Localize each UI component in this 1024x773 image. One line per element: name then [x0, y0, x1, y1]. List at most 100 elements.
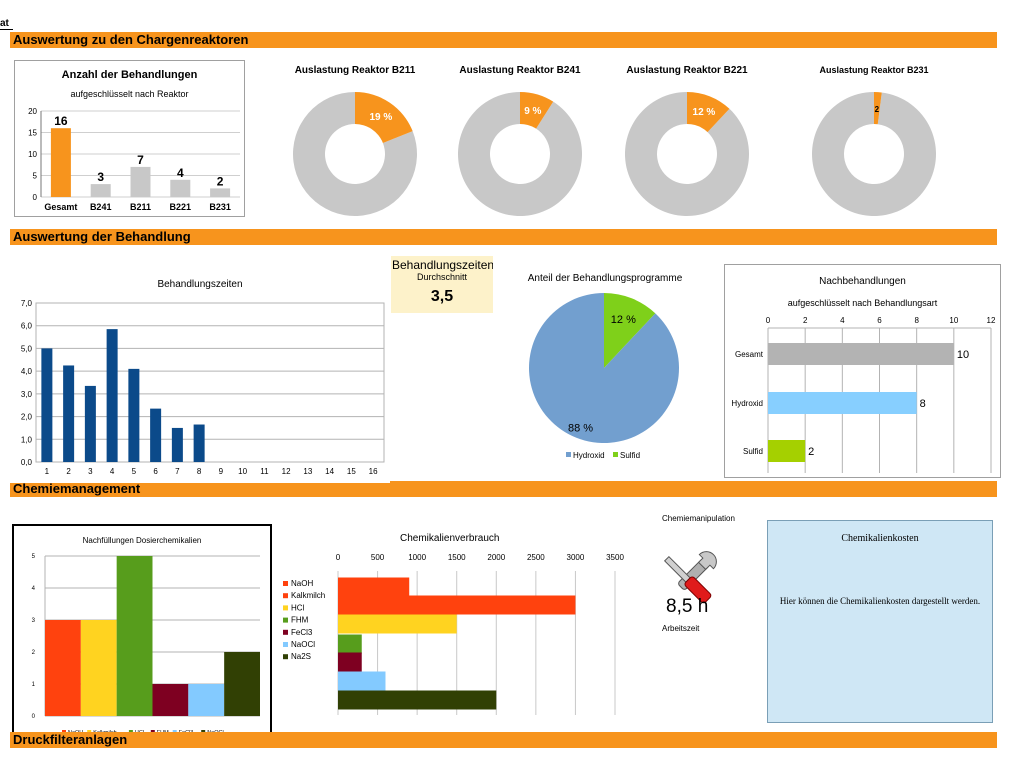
- bar: [152, 684, 189, 716]
- pie-slice: [604, 293, 656, 368]
- x-tick-label: 9: [219, 467, 224, 476]
- y-tick-label: 1: [32, 682, 36, 688]
- donut-title: Auslastung Reaktor B211: [295, 65, 416, 76]
- chart-subtitle: aufgeschlüsselt nach Reaktor: [70, 89, 189, 99]
- x-tick-label: 16: [369, 467, 378, 476]
- bar: [193, 424, 205, 462]
- bar: [338, 671, 386, 691]
- x-tick-label: B231: [209, 202, 231, 212]
- manipulation-value: 8,5 h: [666, 596, 709, 617]
- y-tick-label: 0: [32, 714, 36, 720]
- data-label: 8: [920, 398, 926, 410]
- tools-icon: [663, 551, 717, 604]
- bar: [338, 690, 497, 710]
- donut-rest: [811, 92, 936, 217]
- y-tick-label: 10: [28, 150, 37, 159]
- x-tick-label: 3: [88, 467, 93, 476]
- legend-label: Hydroxid: [573, 451, 605, 460]
- bar: [188, 684, 225, 716]
- legend-swatch: [283, 617, 288, 623]
- x-tick-label: 15: [347, 467, 356, 476]
- legend-swatch: [613, 452, 618, 457]
- y-tick-label: 20: [28, 107, 37, 116]
- chemiemanipulation: Chemiemanipulation 8,5 h Arbeitszeit: [650, 510, 760, 650]
- bar-chart-nachfuellungen: 012345NaOHKalkmilchHClFHMFeCl3NaOCl: [32, 554, 260, 736]
- legend-swatch: [283, 581, 288, 586]
- manipulation-sub: Arbeitszeit: [662, 624, 700, 633]
- x-tick-label: 12: [282, 467, 291, 476]
- pie-label: 88 %: [568, 422, 593, 434]
- bar: [224, 652, 260, 716]
- bar: [768, 343, 954, 365]
- x-tick-label: 0: [766, 316, 771, 325]
- bar: [50, 128, 71, 197]
- x-tick-label: 2000: [487, 553, 505, 562]
- x-tick-label: 13: [303, 467, 312, 476]
- x-tick-label: Gesamt: [44, 202, 77, 212]
- donut-slice: [520, 92, 554, 129]
- chart-nachbehandlungen: Nachbehandlungen aufgeschlüsselt nach Be…: [724, 264, 1001, 478]
- y-tick-label: 5: [33, 172, 38, 181]
- x-tick-label: 500: [371, 553, 385, 562]
- donut-slice: [355, 92, 413, 143]
- kpi-value: 3,5: [430, 288, 454, 305]
- kpi-title: Behandlungszeiten: [392, 258, 493, 272]
- donut-title: Auslastung Reaktor B231: [819, 65, 928, 75]
- y-tick-label: 5: [32, 554, 36, 560]
- bar: [63, 365, 75, 462]
- bar: [128, 368, 140, 462]
- y-tick-label: 6,0: [21, 322, 33, 331]
- chart-anzahl-behandlungen: Anzahl der Behandlungen aufgeschlüsselt …: [14, 60, 245, 217]
- bar: [210, 188, 231, 197]
- bar: [130, 166, 151, 197]
- bar: [116, 556, 153, 716]
- bar: [338, 634, 362, 654]
- kpi-subtitle: Durchschnitt: [416, 272, 468, 282]
- donut-slice: [874, 92, 882, 125]
- bar: [45, 620, 81, 716]
- y-tick-label: 2: [32, 650, 36, 656]
- donut-label: 9 %: [524, 106, 541, 117]
- bar: [106, 329, 118, 462]
- legend-swatch: [283, 605, 288, 611]
- legend-swatch: [566, 452, 571, 457]
- section-header-chemiemanagement: Chemiemanagement: [10, 481, 997, 497]
- pie-slice: [529, 293, 679, 443]
- chart-title: Anteil der Behandlungsprogramme: [527, 273, 683, 284]
- data-label: 2: [808, 446, 814, 458]
- y-tick-label: 2,0: [21, 413, 33, 422]
- y-tick-label: 1,0: [21, 435, 33, 444]
- bar: [338, 595, 576, 615]
- x-tick-label: 2: [66, 467, 71, 476]
- data-label: 10: [957, 349, 969, 361]
- chart-nachfuellungen: Nachfüllungen Dosierchemikalien 012345Na…: [12, 524, 272, 743]
- y-tick-label: 0: [33, 193, 38, 202]
- x-tick-label: 2: [803, 316, 808, 325]
- x-tick-label: 2500: [527, 553, 545, 562]
- chart-title: Nachfüllungen Dosierchemikalien: [82, 536, 202, 545]
- manipulation-title: Chemiemanipulation: [662, 514, 735, 523]
- y-tick-label: 3,0: [21, 390, 33, 399]
- pie-chart-programme: 12 % 88 % Hydroxid Sulfid: [529, 293, 679, 460]
- chart-subtitle: aufgeschlüsselt nach Behandlungsart: [787, 298, 938, 308]
- kpi-durchschnitt: Behandlungszeiten Durchschnitt 3,5: [391, 256, 493, 313]
- data-label: 7: [137, 153, 144, 167]
- legend-label: HCl: [291, 603, 305, 612]
- x-tick-label: B241: [90, 202, 112, 212]
- y-tick-label: 15: [28, 129, 37, 138]
- bar: [41, 348, 53, 462]
- pie-label: 12 %: [611, 314, 636, 326]
- donut-label: 19 %: [369, 112, 392, 123]
- corner-label: at: [0, 18, 13, 30]
- x-tick-label: 7: [175, 467, 180, 476]
- x-tick-label: 12: [987, 316, 996, 325]
- x-tick-label: 1500: [448, 553, 466, 562]
- bar: [171, 427, 183, 462]
- bar-chart-zeiten: 0,01,02,03,04,05,06,07,01 2 3 4 5 6 7 8 9 10 11 12 1…: [21, 299, 385, 476]
- x-tick-label: 6: [877, 316, 882, 325]
- chemikalienkosten-box: Chemikalienkosten Hier können die Chemik…: [767, 520, 993, 723]
- x-tick-label: B211: [130, 202, 151, 212]
- x-tick-label: 14: [325, 467, 334, 476]
- kosten-text: Hier können die Chemikalienkosten darges…: [779, 596, 981, 606]
- x-tick-label: 3000: [567, 553, 585, 562]
